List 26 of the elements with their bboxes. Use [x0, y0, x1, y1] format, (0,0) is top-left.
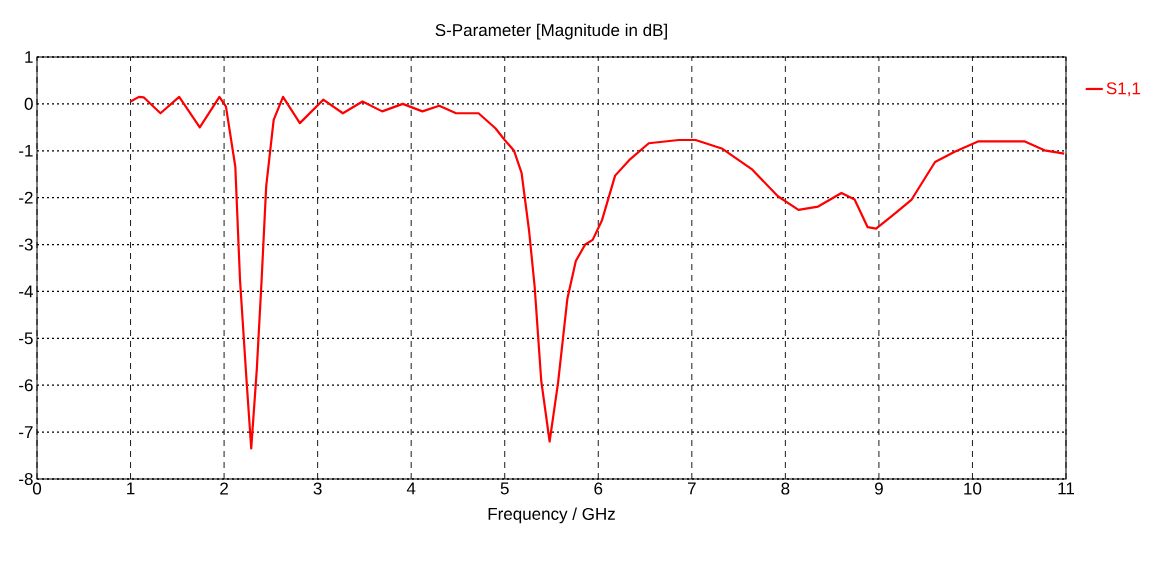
x-axis-title: Frequency / GHz	[488, 507, 615, 524]
y-tick-label: -6	[19, 379, 33, 392]
y-tick-label: -3	[19, 238, 33, 251]
x-tick-label: 11	[1058, 482, 1074, 495]
x-tick-label: 5	[500, 482, 509, 495]
y-tick-label: -1	[19, 144, 33, 157]
y-tick-label: 1	[25, 51, 33, 63]
y-tick-label: 0	[24, 97, 33, 110]
x-tick-label: 6	[594, 482, 603, 495]
x-tick-label: 9	[874, 482, 883, 495]
x-tick-label: 2	[220, 482, 228, 495]
x-tick-label: 4	[406, 482, 416, 495]
legend-label: S1,1	[1106, 82, 1141, 97]
y-tick-label: -8	[19, 472, 33, 486]
line-series	[129, 95, 1066, 450]
x-tick-label: 3	[313, 482, 322, 495]
y-tick-label: -2	[19, 191, 33, 204]
y-tick-label: -4	[19, 285, 33, 298]
y-tick-label: -7	[19, 426, 33, 438]
x-tick-label: 8	[781, 482, 790, 495]
x-tick-label: 1	[127, 482, 135, 495]
y-tick-label: -5	[19, 332, 33, 345]
chart-title: S-Parameter [Magnitude in dB]	[435, 23, 667, 40]
x-tick-label: 10	[964, 482, 982, 495]
x-tick-label: 0	[32, 482, 42, 495]
x-tick-label: 7	[687, 482, 696, 495]
